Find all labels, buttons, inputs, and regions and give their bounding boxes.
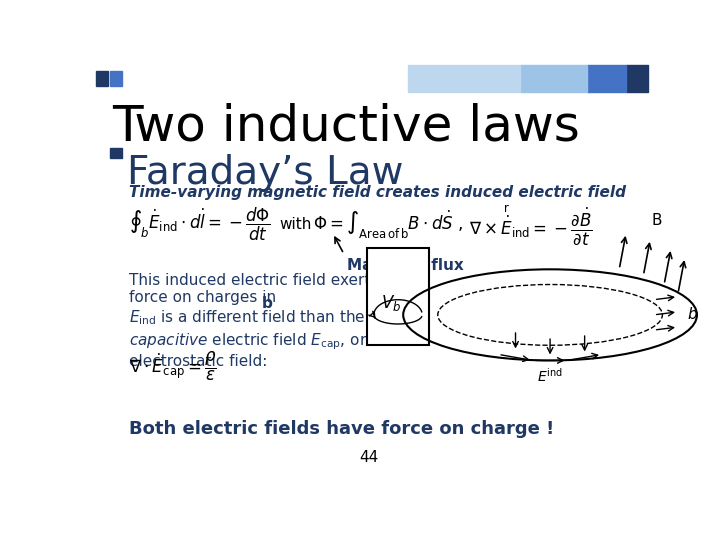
Text: Time-varying magnetic field creates induced electric field: Time-varying magnetic field creates indu… <box>129 185 626 200</box>
Text: $\it{capacitive}$ electric field $\it{E}_\mathrm{cap}$, or: $\it{capacitive}$ electric field $\it{E}… <box>129 331 367 352</box>
Text: B: B <box>652 213 662 228</box>
Bar <box>109 148 122 158</box>
Text: $\oint_b \dot{E}_\mathrm{ind} \cdot d\dot{l} = -\dfrac{d\Phi}{dt}$: $\oint_b \dot{E}_\mathrm{ind} \cdot d\do… <box>129 206 271 244</box>
Bar <box>626 65 648 92</box>
Text: Both electric fields have force on charge !: Both electric fields have force on charg… <box>129 420 554 438</box>
Bar <box>109 71 122 86</box>
Bar <box>96 71 108 86</box>
Text: Two inductive laws: Two inductive laws <box>112 102 580 150</box>
Text: $\it{E}_\mathrm{ind}$ is a different field than the: $\it{E}_\mathrm{ind}$ is a different fie… <box>129 308 366 327</box>
Text: $E^\mathrm{ind}$: $E^\mathrm{ind}$ <box>537 367 563 384</box>
Text: b: b <box>687 307 696 322</box>
Text: Magnetic flux: Magnetic flux <box>347 258 464 273</box>
Bar <box>587 65 626 92</box>
Text: This induced electric field exerts
force on charges in: This induced electric field exerts force… <box>129 273 379 305</box>
Text: $\Phi = \int_{\mathrm{Area\,of\,b}} B \cdot d\dot{S}\ ,$: $\Phi = \int_{\mathrm{Area\,of\,b}} B \c… <box>313 209 464 241</box>
Text: electrostatic field:: electrostatic field: <box>129 354 267 369</box>
Bar <box>408 65 520 92</box>
Text: $\nabla \cdot \dot{E}_\mathrm{cap} = \dfrac{\rho}{\varepsilon}$: $\nabla \cdot \dot{E}_\mathrm{cap} = \df… <box>129 350 217 383</box>
Text: Faraday’s Law: Faraday’s Law <box>127 154 404 192</box>
Text: 44: 44 <box>359 450 379 465</box>
Text: b: b <box>261 295 272 310</box>
Bar <box>367 248 429 345</box>
Text: $V_b$: $V_b$ <box>381 293 401 313</box>
Ellipse shape <box>438 285 662 345</box>
Text: $\nabla \times \overset{\mathrm{r}}{\dot{E}}_\mathrm{ind} = -\dfrac{\partial \do: $\nabla \times \overset{\mathrm{r}}{\dot… <box>469 203 593 247</box>
Text: with: with <box>280 218 312 232</box>
Bar <box>520 65 587 92</box>
